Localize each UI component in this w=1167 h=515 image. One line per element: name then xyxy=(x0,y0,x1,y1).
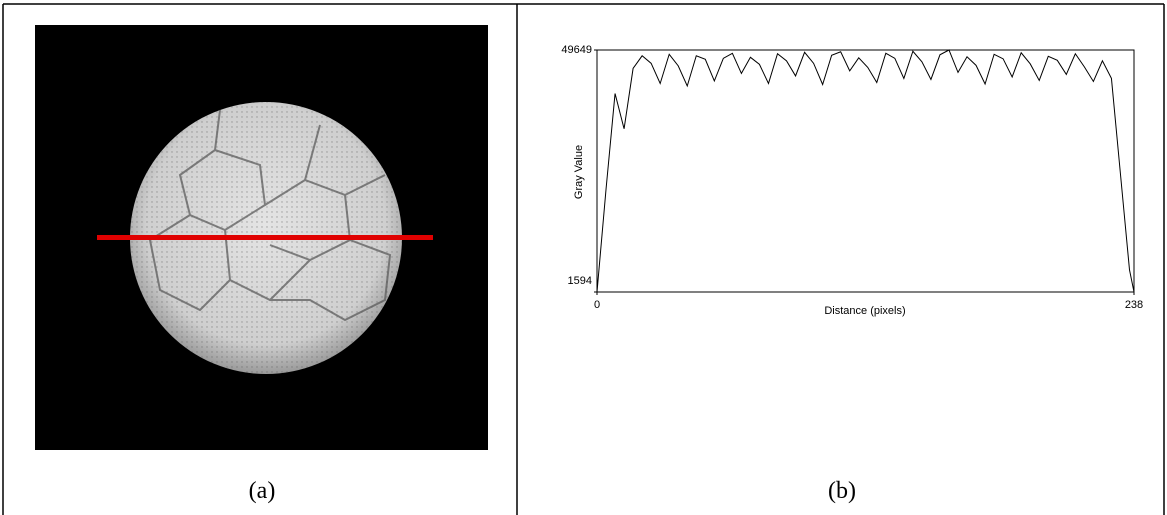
x-tick-label: 238 xyxy=(1125,299,1143,311)
y-tick-label: 49649 xyxy=(561,44,592,56)
x-axis-label: Distance (pixels) xyxy=(824,305,905,317)
y-axis-label: Gray Value xyxy=(573,145,585,199)
x-tick-label: 0 xyxy=(594,299,600,311)
y-tick-label: 1594 xyxy=(568,275,592,287)
plot-frame xyxy=(596,49,1135,293)
caption: (a) xyxy=(249,478,276,504)
micrograph xyxy=(35,25,488,450)
caption: (b) xyxy=(828,478,856,504)
chart: Distance (pixels) Gray Value 1594 49649 0 2… xyxy=(561,44,1143,317)
profile-line xyxy=(596,49,1135,293)
table-lines xyxy=(2,3,1165,515)
